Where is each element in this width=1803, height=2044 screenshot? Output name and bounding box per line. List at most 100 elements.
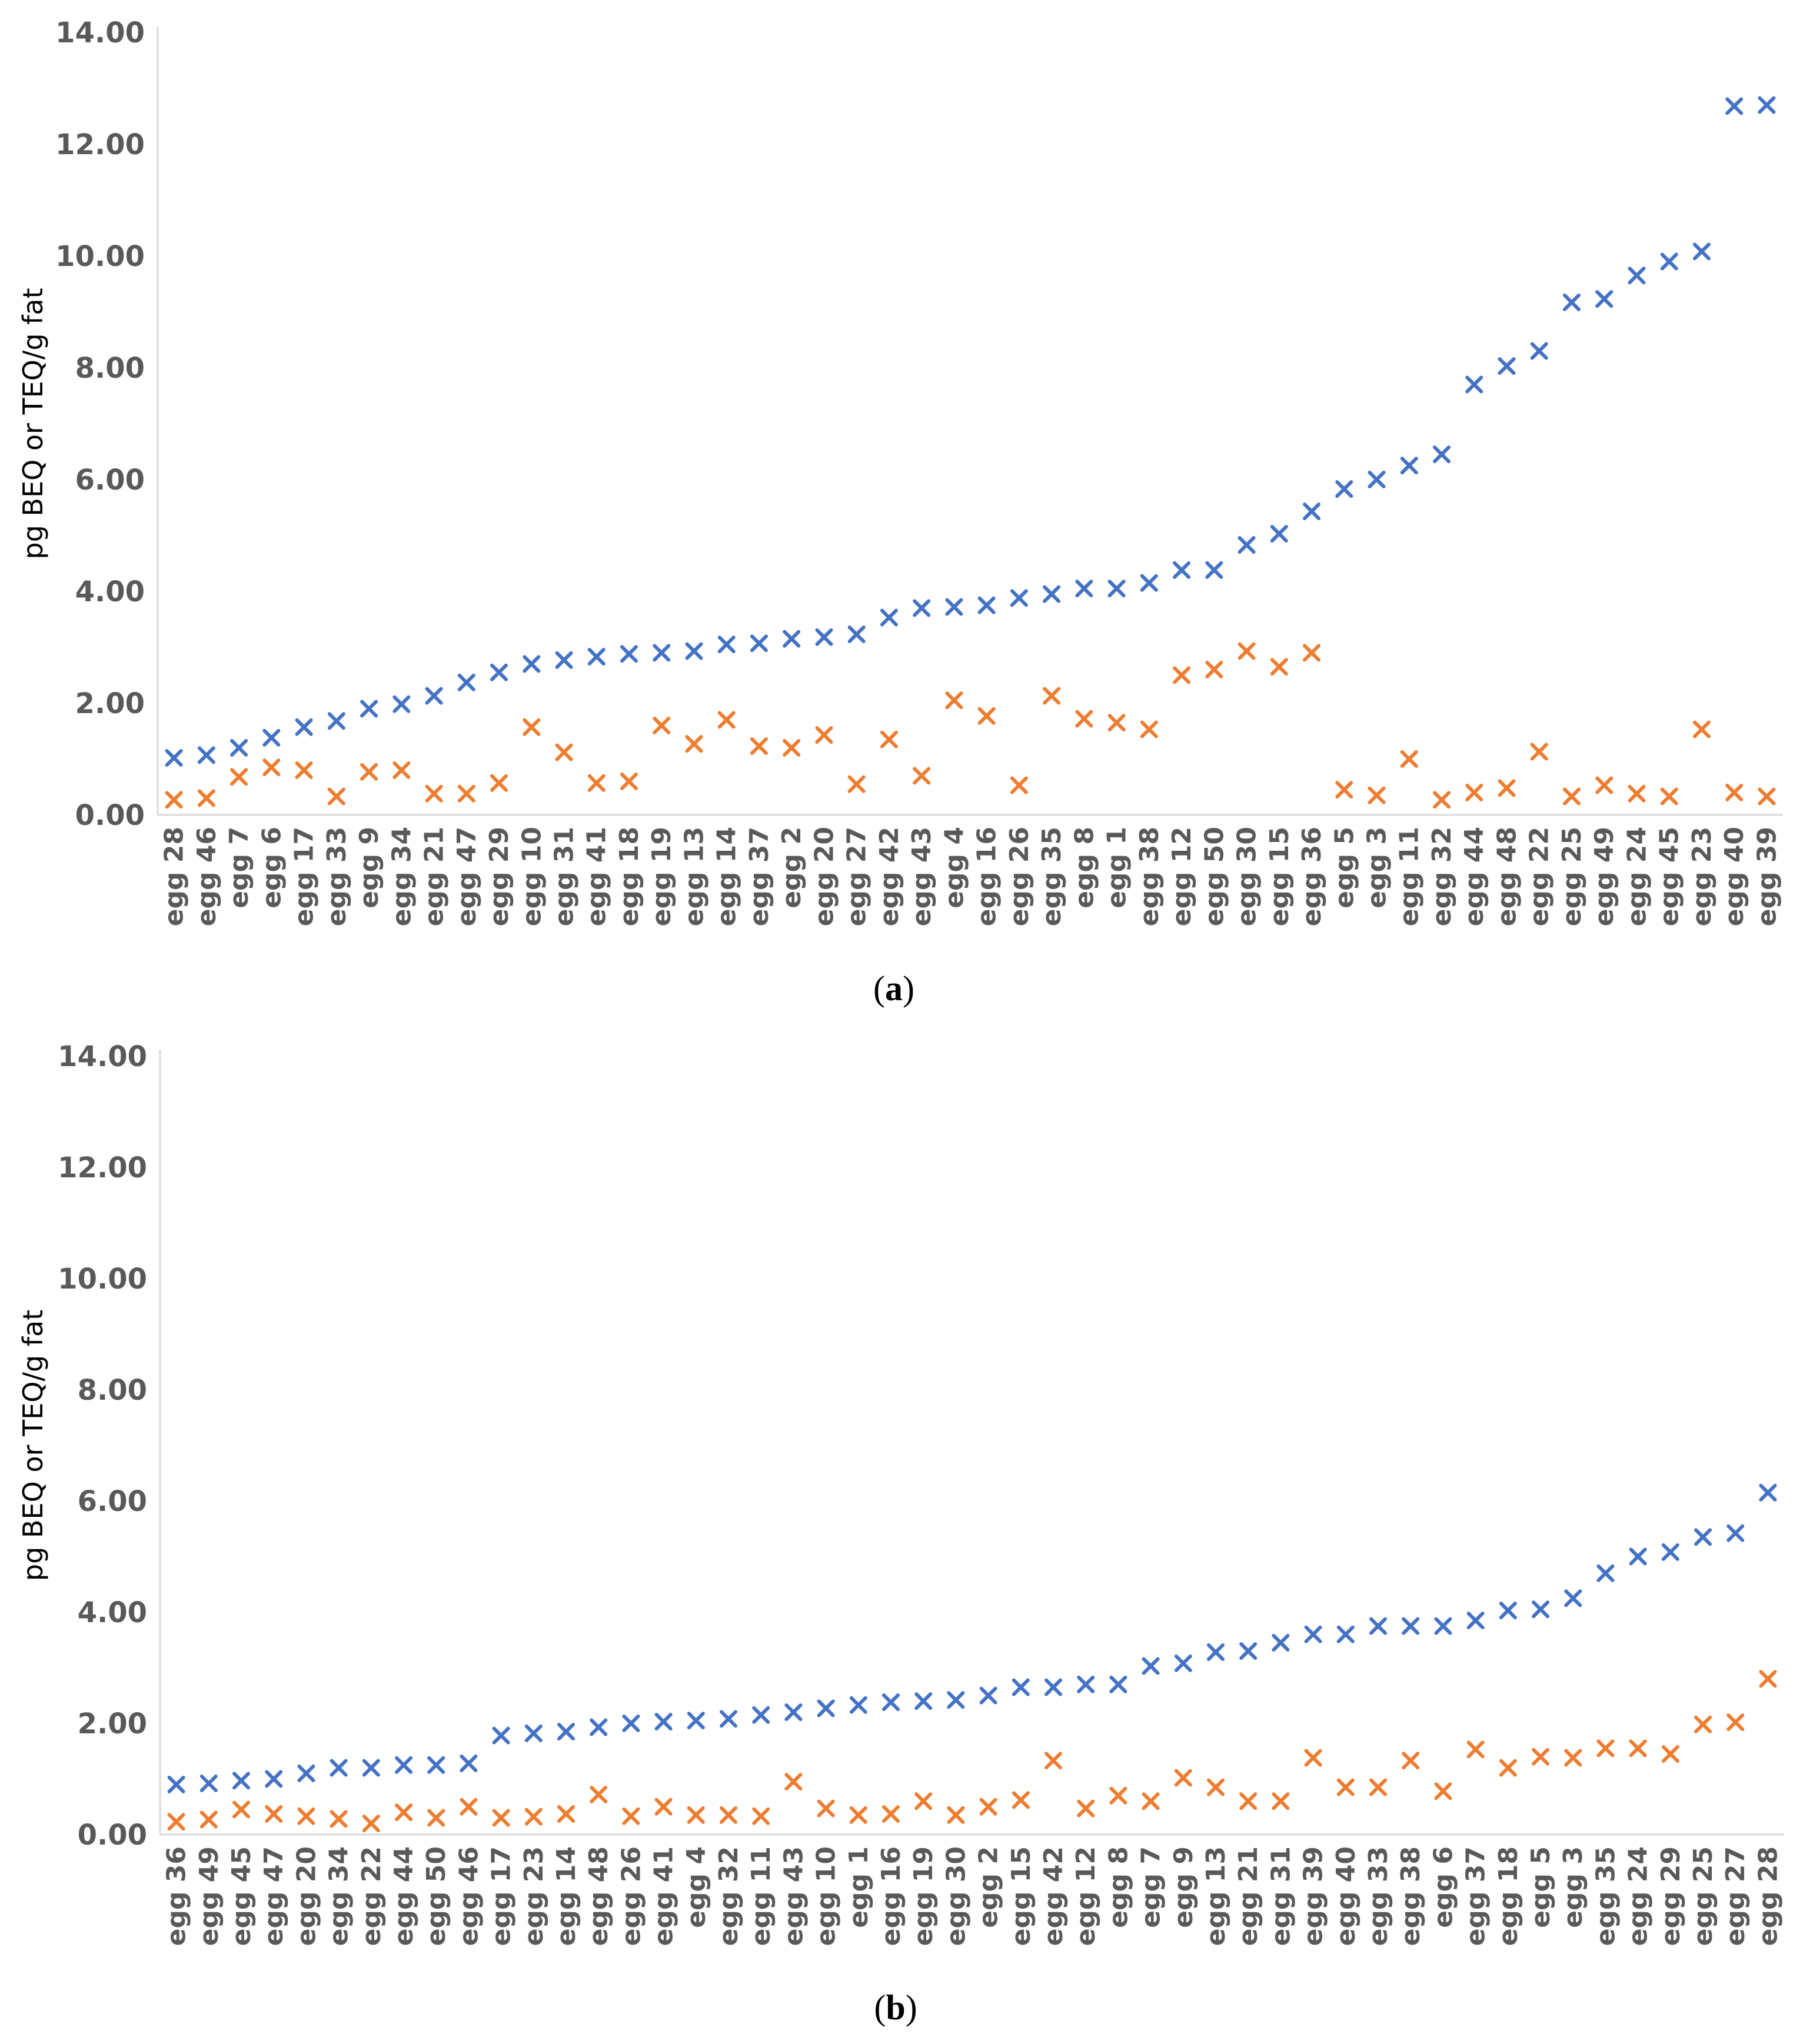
data-point-series-1 [1759, 1483, 1777, 1502]
data-point-series-2 [1174, 1769, 1192, 1787]
x-category-label: egg 42 [874, 827, 904, 926]
x-category-label: egg 7 [1136, 1846, 1166, 1928]
scatter-chart-a: 0.00 2.00 4.00 6.00 8.00 10.00 12.00 14.00 pg BE… [17, 16, 1783, 1008]
data-point-series-2 [490, 774, 508, 792]
x-category-label: egg 22 [357, 1846, 387, 1946]
x-category-label: egg 17 [487, 1846, 517, 1946]
x-category-label: egg 8 [1103, 1846, 1133, 1928]
data-point-series-2 [817, 1799, 835, 1817]
data-point-series-2 [1402, 1752, 1420, 1770]
data-point-series-2 [1400, 750, 1418, 768]
data-point-series-1 [847, 625, 866, 644]
data-point-series-2 [847, 775, 866, 793]
data-point-series-2 [1694, 1715, 1712, 1733]
data-point-series-1 [977, 596, 996, 614]
data-point-series-1 [460, 1755, 478, 1773]
data-point-series-2 [1140, 720, 1158, 738]
chart-panel-b: 0.00 2.00 4.00 6.00 8.00 10.00 12.00 14.00 pg BE… [0, 1024, 1803, 2044]
y-tick-label: 10.00 [58, 1263, 147, 1296]
caption-open-paren: ( [874, 1988, 886, 2027]
data-point-series-2 [1562, 787, 1581, 805]
data-point-series-1 [1304, 1625, 1322, 1643]
data-point-series-1 [167, 1775, 185, 1793]
data-point-series-1 [327, 712, 345, 730]
data-point-series-2 [882, 1805, 900, 1823]
data-point-series-2 [197, 789, 215, 807]
x-category-label: egg 46 [192, 827, 222, 926]
x-category-label: egg 5 [1526, 1846, 1556, 1928]
x-category-label: egg 20 [809, 827, 839, 926]
data-point-series-1 [557, 1723, 575, 1741]
data-point-series-1 [587, 648, 606, 666]
data-point-series-1 [1564, 1589, 1582, 1607]
data-point-series-1 [1660, 252, 1678, 271]
series-2-markers [167, 1670, 1777, 1833]
data-point-series-2 [1270, 658, 1288, 676]
data-point-series-2 [1498, 779, 1516, 797]
data-point-series-2 [914, 1792, 933, 1810]
x-category-label: egg 23 [519, 1846, 549, 1946]
data-point-series-1 [1466, 1612, 1485, 1630]
data-point-series-2 [1044, 1752, 1062, 1770]
data-point-series-1 [457, 673, 475, 691]
data-point-series-2 [265, 1805, 283, 1823]
data-point-series-2 [1499, 1759, 1517, 1777]
caption-close-paren: ) [906, 1988, 917, 2027]
data-point-series-2 [1012, 1791, 1030, 1809]
data-point-series-2 [165, 791, 183, 809]
x-category-label: egg 16 [876, 1846, 906, 1946]
data-point-series-1 [1629, 1547, 1647, 1566]
data-point-series-1 [232, 1772, 250, 1790]
data-point-series-2 [1336, 1778, 1355, 1796]
data-point-series-1 [425, 687, 443, 705]
y-tick-label: 14.00 [58, 1040, 147, 1073]
x-category-label: egg 4 [681, 1846, 711, 1928]
data-point-series-2 [1369, 1778, 1387, 1796]
data-point-series-2 [457, 784, 475, 803]
data-point-series-1 [265, 1770, 283, 1788]
data-point-series-2 [427, 1809, 445, 1827]
data-point-series-1 [1694, 1528, 1712, 1546]
x-category-label: egg 9 [354, 827, 384, 908]
data-point-series-1 [1107, 580, 1126, 598]
x-category-label: egg 28 [159, 827, 189, 926]
data-point-series-1 [1303, 502, 1321, 521]
data-point-series-1 [685, 642, 703, 660]
data-point-series-2 [654, 1797, 673, 1816]
panel-caption: (a) [873, 969, 914, 1008]
data-point-series-1 [1692, 242, 1711, 261]
data-point-series-2 [1692, 720, 1711, 738]
data-point-series-2 [1434, 1782, 1452, 1800]
data-point-series-1 [1402, 1617, 1420, 1635]
x-category-label: egg 5 [1329, 827, 1359, 908]
x-category-label: egg 50 [1199, 827, 1229, 926]
x-category-label: egg 24 [1622, 827, 1652, 926]
data-point-series-1 [1239, 1642, 1258, 1660]
data-point-series-1 [199, 1775, 218, 1793]
data-point-series-1 [165, 749, 183, 767]
data-point-series-2 [1043, 687, 1061, 705]
x-category-label: egg 39 [1299, 1846, 1329, 1946]
data-point-series-1 [1532, 1600, 1549, 1619]
panel-caption: (b) [874, 1988, 917, 2027]
data-point-series-2 [330, 1810, 348, 1828]
data-point-series-1 [1628, 267, 1646, 285]
x-category-label: egg 14 [551, 1846, 581, 1946]
data-point-series-2 [1530, 743, 1548, 761]
data-point-series-2 [555, 743, 573, 761]
x-category-label: egg 3 [1558, 1846, 1588, 1928]
data-point-series-2 [815, 726, 833, 744]
x-category-label: egg 15 [1265, 827, 1295, 926]
data-point-series-1 [1140, 574, 1158, 592]
caption-letter: a [885, 969, 903, 1008]
data-point-series-1 [362, 1759, 380, 1777]
x-category-label: egg 13 [1201, 1846, 1231, 1946]
x-category-label: egg 19 [909, 1846, 939, 1946]
data-point-series-2 [1466, 1740, 1485, 1759]
x-category-label: egg 12 [1167, 827, 1197, 926]
data-point-series-2 [977, 707, 996, 725]
data-point-series-1 [913, 599, 931, 617]
data-point-series-1 [1595, 290, 1614, 308]
x-category-label: egg 34 [387, 827, 417, 926]
data-point-series-2 [1596, 1739, 1615, 1757]
